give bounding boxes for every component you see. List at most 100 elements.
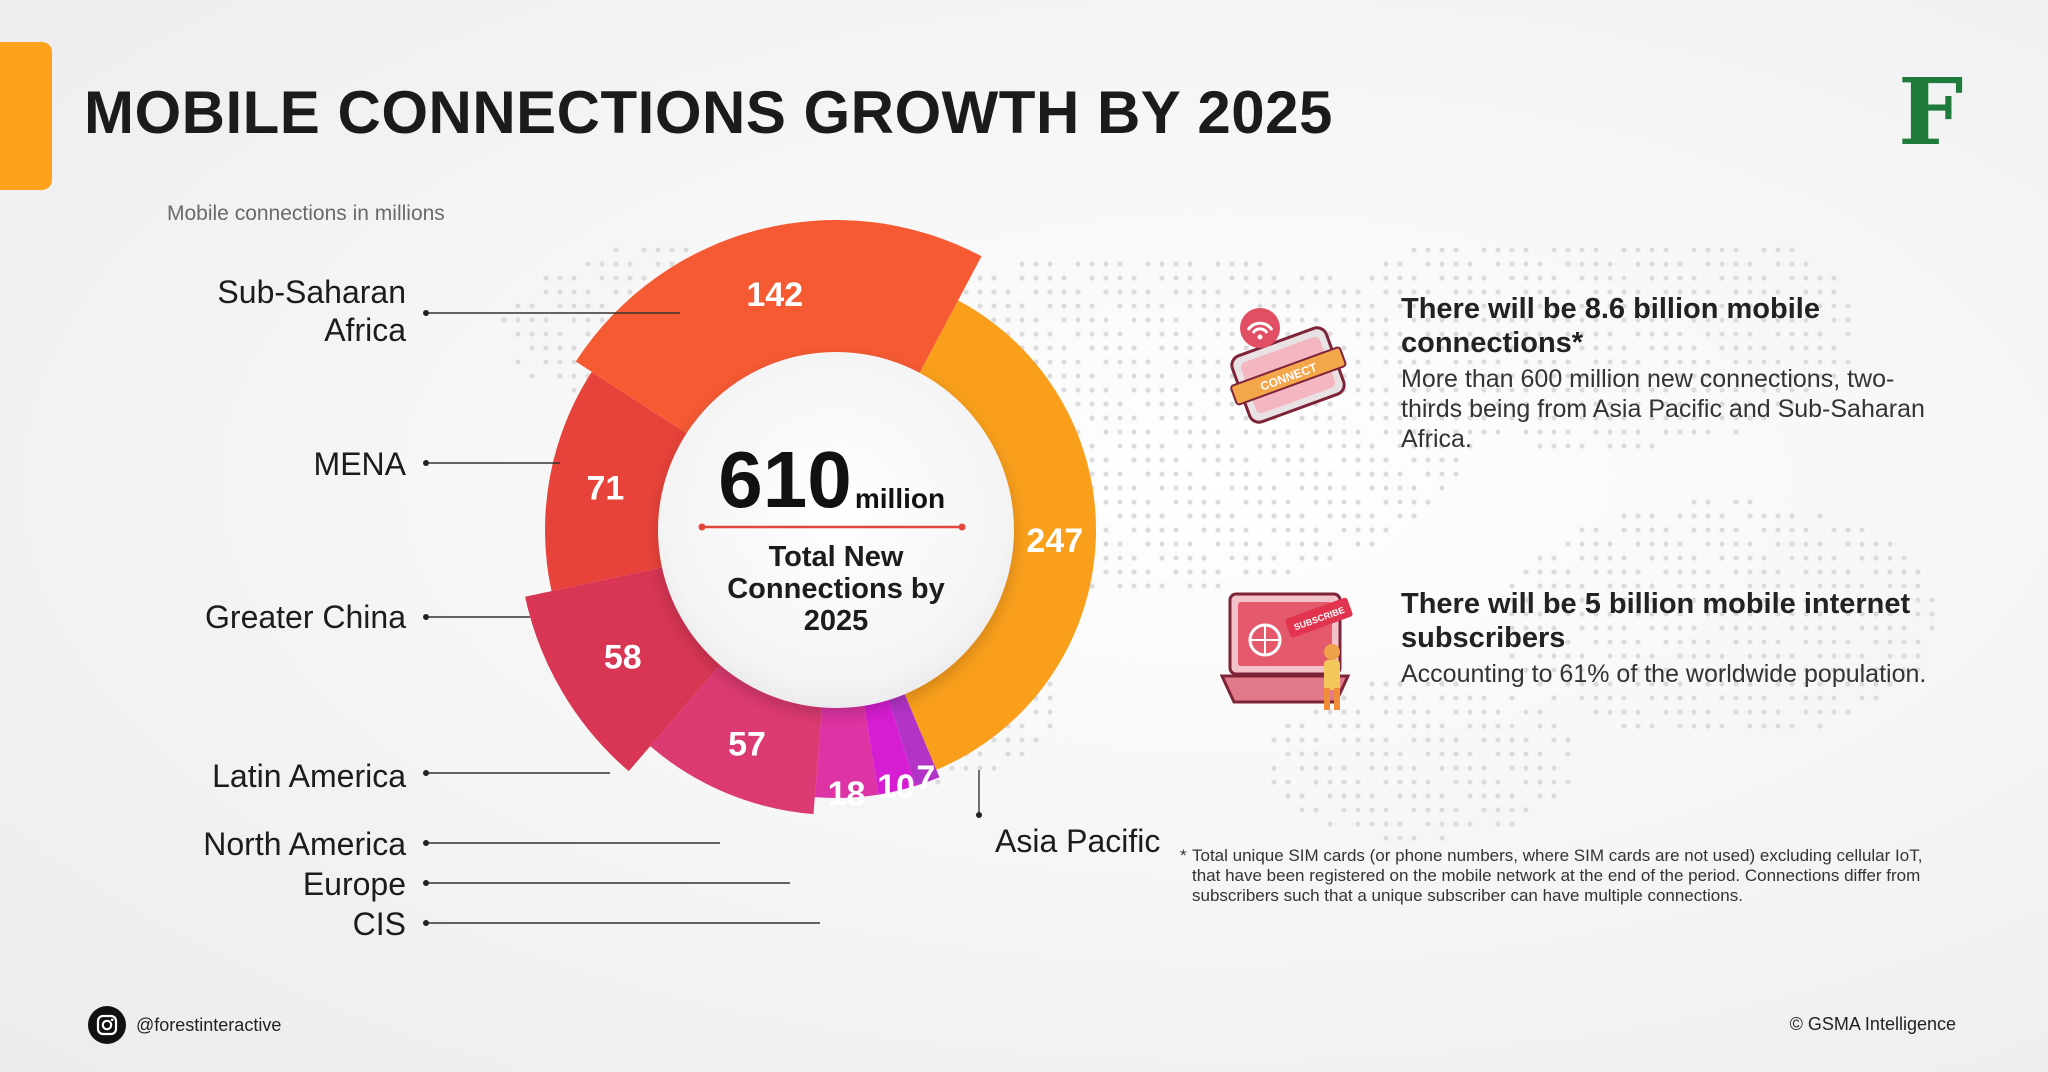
- map-dot: [1145, 261, 1151, 267]
- map-dot: [1537, 751, 1543, 757]
- map-dot: [1425, 499, 1431, 505]
- map-dot: [1677, 541, 1683, 547]
- map-dot: [1019, 317, 1025, 323]
- map-dot: [1621, 695, 1627, 701]
- map-dot: [1355, 751, 1361, 757]
- map-dot: [1145, 457, 1151, 463]
- slice-europe: [863, 696, 916, 795]
- map-dot: [1327, 443, 1333, 449]
- map-dot: [1439, 275, 1445, 281]
- map-dot: [963, 765, 969, 771]
- map-dot: [1425, 471, 1431, 477]
- fact-subscribers: There will be 5 billion mobile internet …: [1401, 587, 1941, 689]
- map-dot: [1453, 247, 1459, 253]
- map-dot: [1397, 485, 1403, 491]
- map-dot: [1621, 317, 1627, 323]
- map-dot: [1635, 317, 1641, 323]
- map-dot: [1537, 275, 1543, 281]
- map-dot: [1327, 751, 1333, 757]
- map-dot: [1229, 401, 1235, 407]
- map-dot: [1915, 667, 1921, 673]
- map-dot: [1901, 555, 1907, 561]
- map-dot: [1117, 289, 1123, 295]
- map-dot: [1411, 737, 1417, 743]
- map-dot: [1145, 387, 1151, 393]
- map-dot: [1187, 345, 1193, 351]
- map-dot: [1495, 247, 1501, 253]
- map-dot: [1733, 527, 1739, 533]
- map-dot: [1817, 359, 1823, 365]
- map-dot: [1089, 457, 1095, 463]
- map-dot: [1117, 373, 1123, 379]
- map-dot: [627, 275, 633, 281]
- map-dot: [1243, 471, 1249, 477]
- map-dot: [1929, 625, 1935, 631]
- map-dot: [1173, 527, 1179, 533]
- total-value: 610: [718, 435, 851, 524]
- map-dot: [1523, 261, 1529, 267]
- map-dot: [1369, 765, 1375, 771]
- map-dot: [1677, 303, 1683, 309]
- map-dot: [1033, 737, 1039, 743]
- map-dot: [1229, 261, 1235, 267]
- map-dot: [1733, 499, 1739, 505]
- map-dot: [1061, 289, 1067, 295]
- map-dot: [1467, 793, 1473, 799]
- map-dot: [1551, 359, 1557, 365]
- map-dot: [1775, 597, 1781, 603]
- map-dot: [1649, 345, 1655, 351]
- map-dot: [1439, 723, 1445, 729]
- map-dot: [1551, 737, 1557, 743]
- map-dot: [1201, 317, 1207, 323]
- map-dot: [1173, 261, 1179, 267]
- map-dot: [1537, 345, 1543, 351]
- map-dot: [1509, 345, 1515, 351]
- map-dot: [1495, 751, 1501, 757]
- map-dot: [1229, 345, 1235, 351]
- social-handle[interactable]: @forestinteractive: [88, 1006, 281, 1044]
- map-dot: [1663, 639, 1669, 645]
- map-dot: [1495, 373, 1501, 379]
- map-dot: [1901, 583, 1907, 589]
- map-dot: [1551, 387, 1557, 393]
- map-dot: [1565, 751, 1571, 757]
- map-dot: [1579, 261, 1585, 267]
- map-dot: [1299, 807, 1305, 813]
- map-dot: [1523, 709, 1529, 715]
- map-dot: [1243, 541, 1249, 547]
- map-dot: [1075, 289, 1081, 295]
- map-dot: [1369, 695, 1375, 701]
- map-dot: [1537, 569, 1543, 575]
- map-dot: [1761, 513, 1767, 519]
- map-dot: [1719, 695, 1725, 701]
- map-dot: [1481, 359, 1487, 365]
- map-dot: [1243, 275, 1249, 281]
- map-dot: [1467, 821, 1473, 827]
- map-dot: [1537, 331, 1543, 337]
- map-dot: [1789, 247, 1795, 253]
- map-dot: [1229, 275, 1235, 281]
- map-dot: [1453, 779, 1459, 785]
- map-dot: [1691, 695, 1697, 701]
- map-dot: [1243, 457, 1249, 463]
- map-dot: [1215, 471, 1221, 477]
- map-dot: [1831, 289, 1837, 295]
- map-dot: [1341, 695, 1347, 701]
- map-dot: [1033, 345, 1039, 351]
- map-dot: [1439, 303, 1445, 309]
- map-dot: [1215, 569, 1221, 575]
- chart-segments: [525, 220, 1096, 815]
- map-dot: [1131, 317, 1137, 323]
- map-dot: [1551, 653, 1557, 659]
- map-dot: [1859, 555, 1865, 561]
- map-dot: [1565, 611, 1571, 617]
- value-label: 10: [877, 768, 915, 806]
- map-dot: [1257, 429, 1263, 435]
- map-dot: [1621, 653, 1627, 659]
- map-dot: [1201, 345, 1207, 351]
- map-dot: [1747, 639, 1753, 645]
- map-dot: [1677, 639, 1683, 645]
- map-dot: [1019, 737, 1025, 743]
- map-dot: [1145, 317, 1151, 323]
- map-dot: [1803, 317, 1809, 323]
